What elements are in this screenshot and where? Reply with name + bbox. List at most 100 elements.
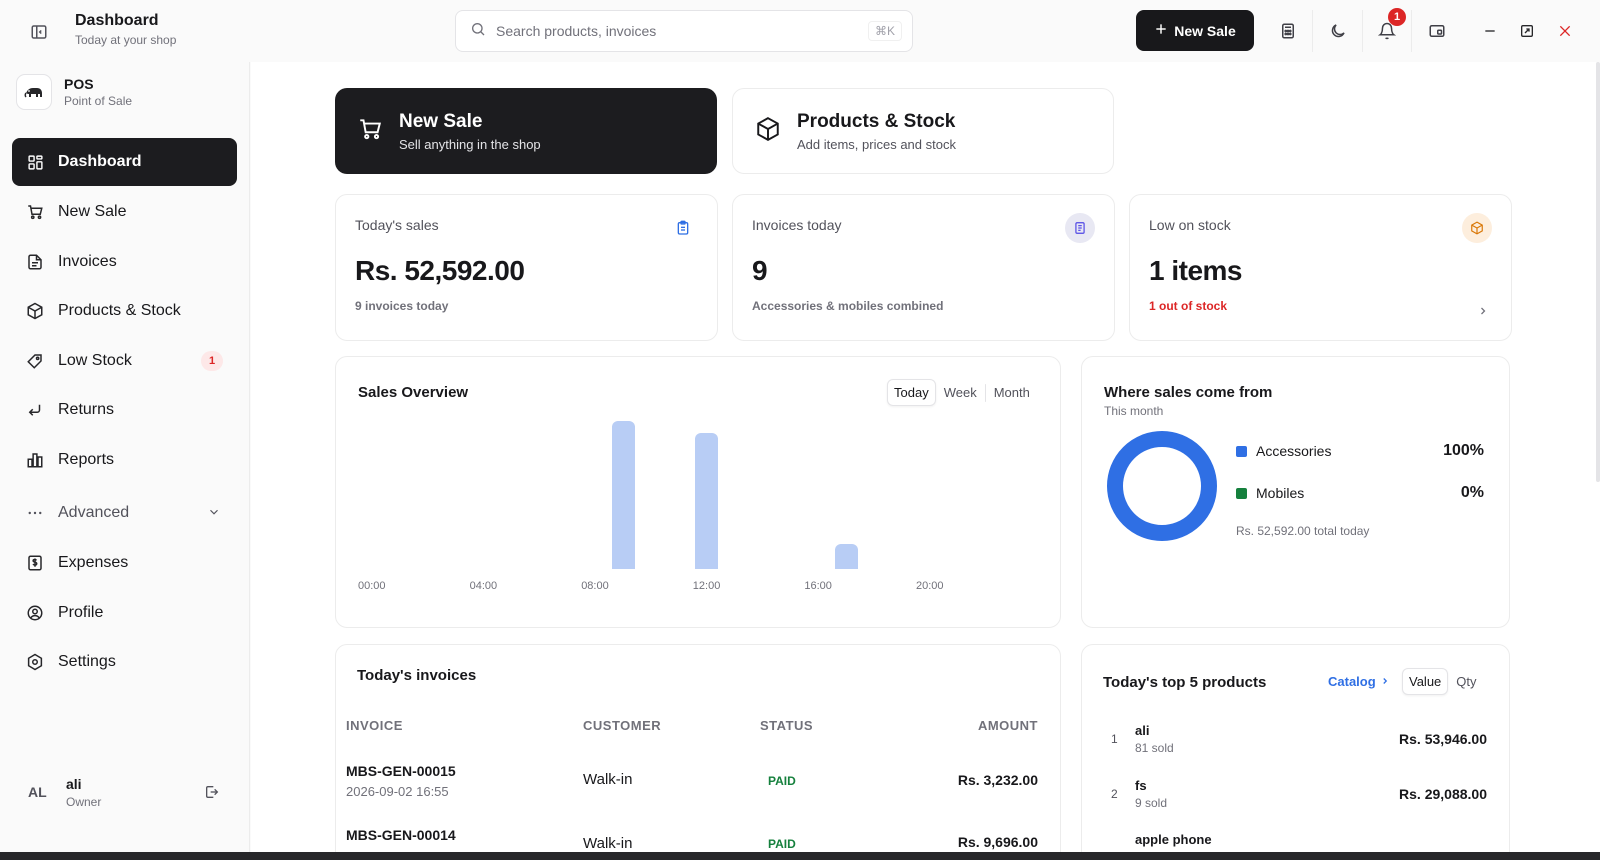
chart-bar[interactable] — [695, 432, 719, 569]
stat-value: Rs. 52,592.00 — [355, 255, 525, 286]
sidebar-item-profile[interactable]: Profile — [12, 589, 237, 637]
minimize-icon[interactable] — [1478, 19, 1502, 43]
low-stock-badge: 1 — [201, 351, 223, 371]
logout-icon[interactable] — [204, 784, 220, 805]
product-sold: 9 sold — [1135, 796, 1168, 810]
box-icon — [26, 302, 44, 320]
column-header-invoice[interactable]: INVOICE — [346, 718, 403, 733]
sales-chart: 00:00 04:00 08:00 12:00 16:00 20:00 — [336, 357, 1062, 629]
page-subtitle: Today at your shop — [75, 33, 177, 47]
tab-month[interactable]: Month — [993, 385, 1030, 400]
more-icon — [26, 504, 44, 522]
x-tick-label: 20:00 — [916, 580, 944, 592]
sidebar-item-returns[interactable]: Returns — [12, 386, 237, 434]
sidebar-toggle-icon[interactable] — [28, 21, 50, 43]
product-name: fs — [1135, 778, 1147, 793]
column-header-amount[interactable]: AMOUNT — [977, 718, 1038, 733]
stat-sub: 1 out of stock — [1149, 299, 1228, 313]
invoice-date: 2026-09-02 16:55 — [346, 784, 449, 799]
avatar: AL — [28, 784, 47, 800]
taskbar-strip — [0, 852, 1600, 860]
stat-card-invoices-today: Invoices today 9 Accessories & mobiles c… — [732, 194, 1115, 341]
sidebar-item-invoices[interactable]: Invoices — [12, 238, 237, 286]
column-header-status[interactable]: STATUS — [760, 718, 814, 733]
toolbar-divider — [1312, 10, 1313, 52]
top-products-panel: Today's top 5 products Catalog Value Qty… — [1081, 644, 1510, 860]
chevron-down-icon — [207, 505, 221, 524]
new-sale-button[interactable]: New Sale — [1136, 10, 1254, 51]
quick-action-title: New Sale — [399, 110, 483, 132]
product-sold: 81 sold — [1135, 741, 1174, 755]
search-input[interactable] — [496, 23, 912, 39]
toolbar-divider — [1362, 10, 1363, 52]
catalog-link[interactable]: Catalog — [1328, 674, 1390, 689]
quick-action-subtitle: Add items, prices and stock — [797, 136, 956, 152]
invoices-panel: Today's invoices INVOICE CUSTOMER STATUS… — [335, 644, 1061, 860]
legend-swatch — [1236, 445, 1247, 457]
sidebar-item-advanced[interactable]: Advanced — [12, 489, 237, 537]
sidebar-item-label: Settings — [58, 653, 116, 670]
customer-display-icon[interactable] — [1420, 14, 1454, 48]
box-icon — [1462, 213, 1492, 243]
legend-item-mobiles: Mobiles 0% — [1236, 484, 1484, 501]
chart-bar[interactable] — [611, 421, 635, 569]
sidebar-item-low-stock[interactable]: Low Stock 1 — [12, 337, 237, 385]
user-card: AL ali Owner — [28, 774, 228, 814]
sidebar-item-dashboard[interactable]: Dashboard — [12, 138, 237, 186]
tab-qty[interactable]: Qty — [1456, 674, 1477, 689]
stat-label: Invoices today — [752, 217, 842, 233]
sidebar-item-expenses[interactable]: Expenses — [12, 539, 237, 587]
tab-divider — [984, 383, 986, 402]
dark-mode-icon[interactable] — [1321, 14, 1355, 48]
scrollbar[interactable] — [1596, 62, 1600, 482]
restore-icon[interactable] — [1515, 19, 1539, 43]
sales-overview-panel: Sales Overview Today Week Month 00:00 04:… — [335, 356, 1061, 628]
sidebar-item-label: Expenses — [58, 554, 129, 571]
legend-label: Mobiles — [1256, 485, 1305, 501]
quick-action-title: Products & Stock — [797, 110, 956, 132]
cart-icon — [357, 116, 383, 147]
stat-label: Low on stock — [1149, 217, 1231, 233]
stat-label: Today's sales — [355, 217, 439, 233]
user-role: Owner — [66, 795, 102, 809]
close-icon[interactable] — [1553, 19, 1577, 43]
plus-icon — [1154, 22, 1168, 39]
legend-item-accessories: Accessories 100% — [1236, 442, 1484, 459]
bell-icon[interactable]: 1 — [1370, 8, 1406, 48]
quick-action-new-sale[interactable]: New Sale Sell anything in the shop — [335, 88, 717, 174]
search-box[interactable]: ⌘K — [455, 10, 913, 52]
brand-logo — [16, 74, 52, 110]
stat-sub: Accessories & mobiles combined — [752, 299, 944, 313]
legend-percent: 100% — [1443, 442, 1484, 459]
file-icon — [26, 253, 44, 271]
tab-value[interactable]: Value — [1402, 668, 1449, 695]
metric-tabs: Value Qty — [1402, 668, 1483, 695]
tab-today[interactable]: Today — [887, 379, 936, 406]
quick-action-products-stock[interactable]: Products & Stock Add items, prices and s… — [732, 88, 1114, 174]
box-icon — [755, 116, 781, 147]
sidebar-item-new-sale[interactable]: New Sale — [12, 188, 237, 236]
legend-percent: 0% — [1460, 484, 1484, 501]
invoice-amount: Rs. 9,696.00 — [957, 834, 1038, 850]
bar-chart-icon — [26, 451, 44, 469]
sidebar-item-settings[interactable]: Settings — [12, 638, 237, 686]
sidebar-item-label: Returns — [58, 401, 115, 418]
chart-bar[interactable] — [834, 543, 858, 569]
calculator-icon[interactable] — [1271, 14, 1305, 48]
user-name: ali — [66, 776, 82, 792]
chevron-right-icon — [1477, 304, 1489, 322]
period-tabs: Today Week Month — [887, 379, 1036, 406]
stat-card-low-on-stock[interactable]: Low on stock 1 items 1 out of stock — [1129, 194, 1512, 341]
stat-card-todays-sales: Today's sales Rs. 52,592.00 9 invoices t… — [335, 194, 718, 341]
sidebar-item-reports[interactable]: Reports — [12, 436, 237, 484]
tag-icon — [26, 352, 44, 370]
sidebar-item-products-stock[interactable]: Products & Stock — [12, 287, 237, 335]
brand-name: POS — [64, 76, 94, 92]
panel-subtitle: This month — [1104, 404, 1164, 418]
main-content: New Sale Sell anything in the shop Produ… — [251, 62, 1600, 860]
column-header-customer[interactable]: CUSTOMER — [583, 718, 662, 733]
sidebar-item-label: Profile — [58, 604, 104, 621]
invoice-customer: Walk-in — [583, 771, 633, 788]
product-name: ali — [1135, 723, 1150, 738]
tab-week[interactable]: Week — [943, 385, 977, 400]
